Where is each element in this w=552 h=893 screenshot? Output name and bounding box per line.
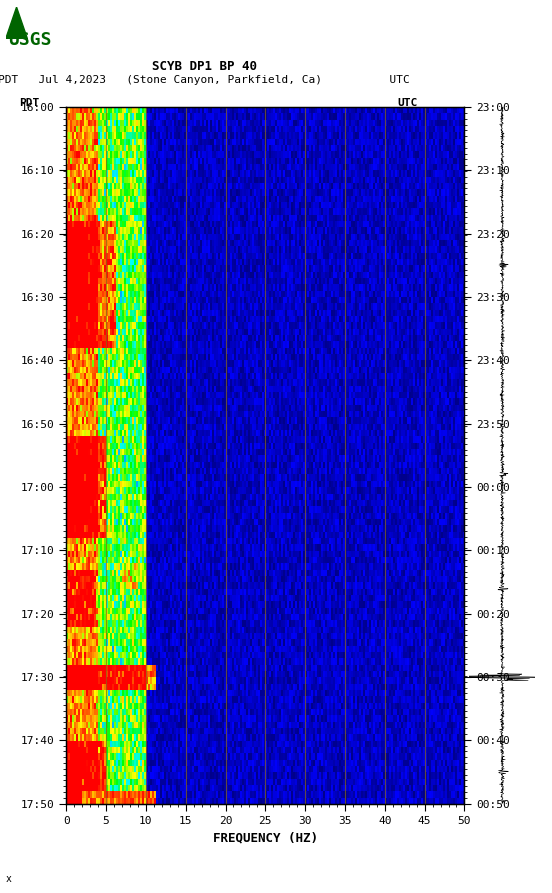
Text: PDT   Jul 4,2023   (Stone Canyon, Parkfield, Ca)          UTC: PDT Jul 4,2023 (Stone Canyon, Parkfield,… xyxy=(0,75,410,86)
X-axis label: FREQUENCY (HZ): FREQUENCY (HZ) xyxy=(213,831,318,844)
Text: UTC: UTC xyxy=(397,98,418,108)
Text: SCYB DP1 BP 40: SCYB DP1 BP 40 xyxy=(152,61,257,73)
Text: x: x xyxy=(6,874,12,884)
Polygon shape xyxy=(6,7,28,39)
Text: PDT: PDT xyxy=(19,98,40,108)
Text: USGS: USGS xyxy=(8,31,52,49)
